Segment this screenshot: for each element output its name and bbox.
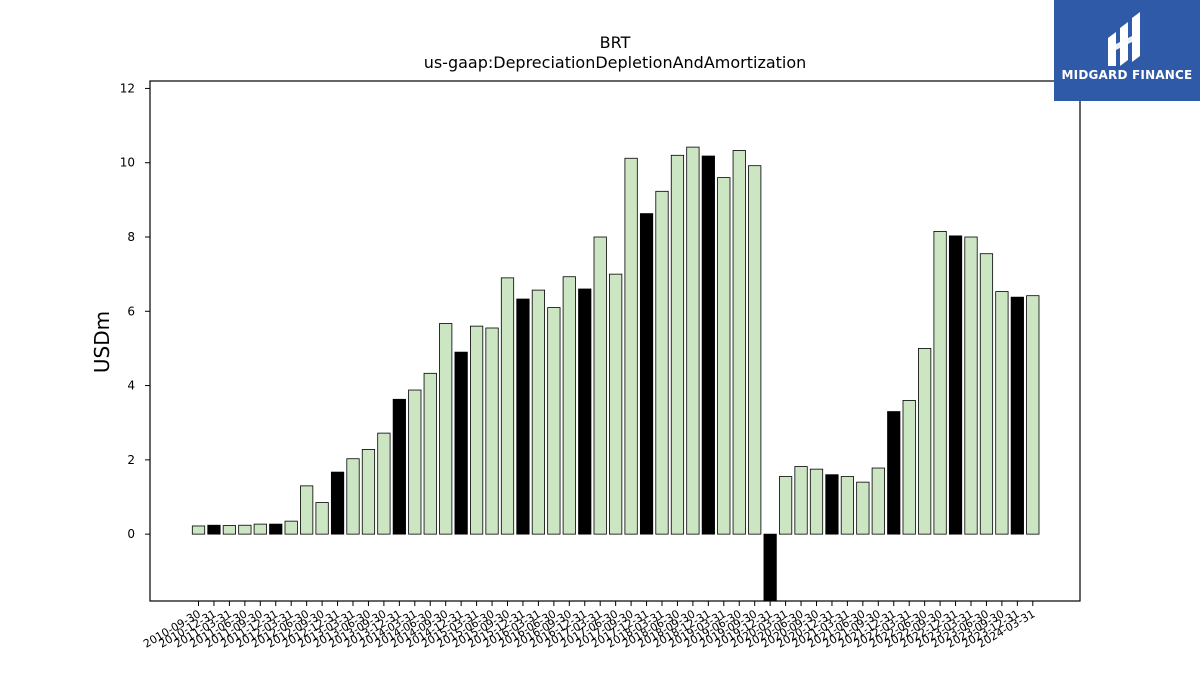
bar-2024-03-31 — [1026, 295, 1040, 535]
y-axis-ticks: 0 2 4 6 8 10 12 — [120, 81, 150, 541]
midgard-logo-icon — [1108, 12, 1140, 66]
bar-2023-09-30 — [995, 291, 1009, 535]
bar-2019-12-31 — [763, 533, 777, 602]
bar-2016-09-30 — [562, 276, 576, 535]
bar-2014-09-30 — [439, 323, 453, 535]
y-tick-label: 10 — [120, 156, 135, 170]
bar-2019-03-31 — [717, 177, 731, 535]
bar-2018-03-31 — [655, 190, 669, 535]
bar-2017-06-30 — [609, 273, 623, 535]
bar-2016-06-30 — [547, 307, 561, 535]
bar-2020-12-31 — [825, 474, 839, 535]
bar-2023-06-30 — [979, 253, 994, 535]
bar-2022-12-31 — [948, 235, 963, 535]
bar-2020-06-30 — [794, 466, 808, 535]
bar-2021-09-30 — [871, 467, 885, 535]
bar-2022-03-31 — [902, 400, 916, 535]
bar-2020-03-31 — [779, 476, 793, 535]
bar-2018-06-30 — [670, 154, 685, 535]
bar-2013-12-31 — [392, 398, 406, 535]
bar-2012-12-31 — [330, 471, 345, 535]
bar-2021-03-31 — [840, 476, 855, 535]
bar-2017-09-30 — [624, 157, 638, 535]
y-tick-label: 6 — [127, 304, 135, 318]
bar-2015-09-30 — [500, 277, 515, 535]
plot-frame — [149, 80, 1081, 602]
bar-2014-12-31 — [454, 351, 468, 535]
bar-2023-03-31 — [964, 236, 978, 535]
midgard-finance-logo: MIDGARD FINANCE — [1054, 0, 1200, 101]
bar-2019-09-30 — [748, 165, 762, 535]
y-tick-label: 8 — [127, 230, 135, 244]
y-tick-label: 0 — [127, 527, 135, 541]
bar-2022-06-30 — [918, 348, 932, 535]
chart-title: BRT — [600, 33, 631, 52]
bar-2013-06-30 — [361, 449, 376, 535]
y-tick-label: 4 — [127, 379, 135, 393]
bar-2018-09-30 — [686, 146, 700, 535]
bar-2015-06-30 — [485, 327, 499, 535]
chart-subtitle: us-gaap:DepreciationDepletionAndAmortiza… — [424, 53, 807, 72]
bar-2017-03-31 — [593, 236, 607, 535]
bar-2020-09-30 — [809, 468, 824, 535]
bar-2011-09-30 — [253, 523, 267, 535]
bar-2012-09-30 — [315, 502, 329, 535]
bar-2023-12-31 — [1010, 296, 1024, 535]
bar-2012-03-31 — [284, 520, 298, 535]
bar-2014-06-30 — [423, 372, 437, 535]
bar-2021-06-30 — [856, 481, 870, 535]
bar-2015-03-31 — [469, 325, 484, 535]
bar-2011-03-31 — [222, 525, 236, 535]
bar-2021-12-31 — [887, 411, 901, 535]
bar-2016-12-31 — [578, 288, 592, 535]
bar-2011-12-31 — [269, 523, 283, 535]
logo-text: MIDGARD FINANCE — [1061, 68, 1193, 82]
bar-2012-06-30 — [300, 485, 314, 535]
bar-2013-09-30 — [377, 432, 391, 535]
y-axis-label: USDm — [90, 311, 114, 373]
bar-2022-09-30 — [933, 231, 947, 535]
bar-series — [191, 146, 1040, 602]
bar-2016-03-31 — [531, 289, 546, 535]
bar-2017-12-31 — [639, 213, 654, 535]
bar-2011-06-30 — [238, 524, 252, 535]
bar-2010-12-31 — [207, 524, 221, 535]
y-tick-label: 2 — [127, 453, 135, 467]
bar-2019-06-30 — [732, 150, 746, 535]
bar-2010-09-30 — [191, 525, 206, 535]
bar-2015-12-31 — [516, 298, 530, 535]
bar-2013-03-31 — [346, 458, 360, 535]
y-tick-label: 12 — [120, 81, 135, 95]
bar-2018-12-31 — [701, 155, 715, 535]
bar-2014-03-31 — [408, 389, 422, 535]
x-axis-ticks: 2010-09-302010-12-312011-03-312011-06-30… — [141, 601, 1037, 651]
